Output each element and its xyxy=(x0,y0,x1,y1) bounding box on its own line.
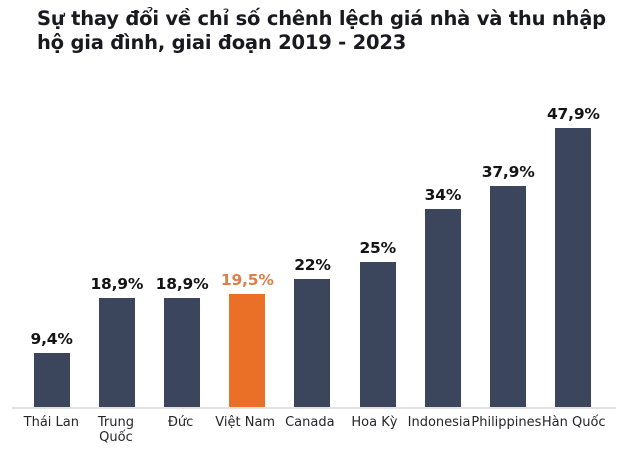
bar xyxy=(555,128,592,408)
x-axis-label: Trung Quốc xyxy=(97,415,134,445)
chart-title-line-1: Sự thay đổi về chỉ số chênh lệch giá nhà… xyxy=(37,7,606,30)
bar-column: 19,5% xyxy=(215,100,280,408)
x-axis-label: Indonesia xyxy=(407,415,471,430)
x-axis-label: Thái Lan xyxy=(23,415,79,430)
bar-value-label: 34% xyxy=(424,186,462,204)
chart-title: Sự thay đổi về chỉ số chênh lệch giá nhà… xyxy=(37,7,606,55)
x-axis-label: Hoa Kỳ xyxy=(351,415,398,430)
bar-column: 18,9% xyxy=(84,100,149,408)
bar-column: 25% xyxy=(345,100,410,408)
bar xyxy=(164,298,201,408)
bar xyxy=(33,353,70,408)
x-axis-label: Canada xyxy=(285,415,335,430)
bar-value-label: 47,9% xyxy=(546,105,600,123)
x-axis-label: Hàn Quốc xyxy=(541,415,606,430)
bar xyxy=(294,279,331,408)
x-axis-label: Việt Nam xyxy=(215,415,276,430)
bar-value-label: 19,5% xyxy=(220,271,274,289)
bar-value-label: 22% xyxy=(294,256,331,274)
bar-column: 22% xyxy=(280,100,345,408)
bar-value-label: 18,9% xyxy=(155,275,209,293)
chart-title-line-2: hộ gia đình, giai đoạn 2019 - 2023 xyxy=(37,31,407,54)
bar-column: 34% xyxy=(410,100,475,408)
x-axis-label: Đức xyxy=(167,415,194,430)
bar xyxy=(359,262,396,408)
bar-column: 9,4% xyxy=(19,100,84,408)
bar-column: 18,9% xyxy=(149,100,214,408)
bar-value-label: 37,9% xyxy=(481,163,535,181)
bar xyxy=(98,298,135,408)
bar-value-label: 9,4% xyxy=(30,330,73,348)
bar-chart-plot-area: 9,4% 18,9% 18,9% 19,5% 22% 25% 34% 37,9% 47,9% xyxy=(19,100,606,408)
bar-column: 47,9% xyxy=(541,100,606,408)
bar-highlighted xyxy=(229,294,266,408)
bar xyxy=(490,186,527,408)
bar-value-label: 25% xyxy=(359,239,396,257)
x-axis-labels: Thái Lan Trung Quốc Đức Việt Nam Canada Hoa K… xyxy=(19,415,606,445)
bar-column: 37,9% xyxy=(476,100,541,408)
bar xyxy=(424,209,461,408)
bar-value-label: 18,9% xyxy=(90,275,144,293)
x-axis-line xyxy=(12,407,616,409)
x-axis-label: Philippines xyxy=(471,415,542,430)
